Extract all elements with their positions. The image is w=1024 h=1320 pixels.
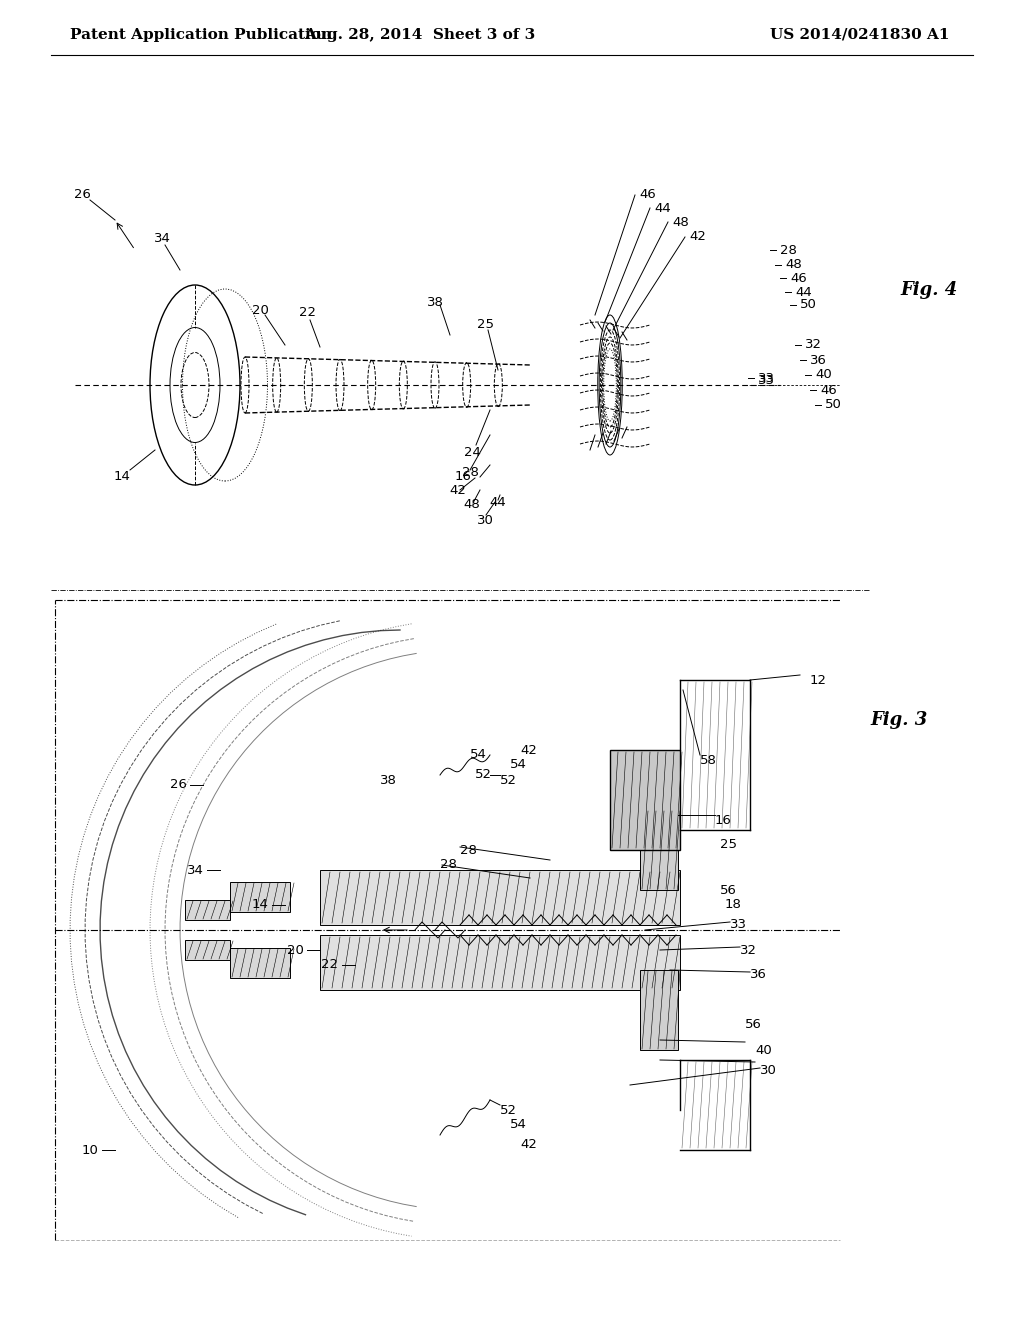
- Text: 33: 33: [730, 919, 746, 932]
- Text: 25: 25: [476, 318, 494, 331]
- Text: 48: 48: [672, 215, 689, 228]
- Text: 33: 33: [758, 374, 775, 387]
- Text: 18: 18: [725, 899, 741, 912]
- Text: 28: 28: [460, 843, 477, 857]
- Text: Aug. 28, 2014  Sheet 3 of 3: Aug. 28, 2014 Sheet 3 of 3: [304, 28, 536, 42]
- Bar: [185, 900, 230, 920]
- Text: 14: 14: [114, 470, 130, 483]
- Text: 56: 56: [720, 883, 737, 896]
- Text: 44: 44: [795, 285, 812, 298]
- Text: 28: 28: [440, 858, 457, 871]
- Text: 34: 34: [186, 863, 204, 876]
- Text: 54: 54: [510, 759, 527, 771]
- Bar: [230, 882, 290, 912]
- Text: 30: 30: [476, 513, 494, 527]
- Text: 36: 36: [810, 354, 826, 367]
- Text: 38: 38: [380, 774, 397, 787]
- Text: 42: 42: [450, 483, 467, 496]
- Text: 46: 46: [820, 384, 837, 396]
- Text: 56: 56: [745, 1019, 762, 1031]
- Text: 40: 40: [755, 1044, 772, 1056]
- Text: 26: 26: [74, 189, 90, 202]
- Bar: [640, 970, 678, 1049]
- Text: 20: 20: [252, 304, 268, 317]
- Text: 58: 58: [700, 754, 717, 767]
- Text: Fig. 3: Fig. 3: [870, 711, 928, 729]
- Text: 20: 20: [287, 944, 303, 957]
- Bar: [640, 810, 678, 890]
- Text: 32: 32: [805, 338, 822, 351]
- Text: 22: 22: [322, 958, 339, 972]
- Text: 50: 50: [800, 298, 817, 312]
- Text: 52: 52: [475, 768, 492, 781]
- Text: 44: 44: [654, 202, 671, 214]
- Text: 24: 24: [464, 446, 480, 459]
- Text: 54: 54: [470, 748, 486, 762]
- Text: 10: 10: [82, 1143, 98, 1156]
- Text: 52: 52: [500, 774, 517, 787]
- Text: 32: 32: [740, 944, 757, 957]
- Bar: [610, 750, 680, 850]
- Text: 26: 26: [170, 779, 186, 792]
- Text: US 2014/0241830 A1: US 2014/0241830 A1: [770, 28, 950, 42]
- Text: 44: 44: [489, 495, 507, 508]
- Text: Patent Application Publication: Patent Application Publication: [70, 28, 332, 42]
- Text: Fig. 4: Fig. 4: [900, 281, 957, 300]
- Text: 36: 36: [750, 969, 767, 982]
- Text: 54: 54: [510, 1118, 527, 1131]
- Text: 52: 52: [500, 1104, 517, 1117]
- Text: 12: 12: [810, 673, 827, 686]
- Text: 48: 48: [785, 259, 802, 272]
- Bar: [319, 870, 680, 925]
- Text: 40: 40: [815, 368, 831, 381]
- Bar: [185, 940, 230, 960]
- Text: 30: 30: [760, 1064, 777, 1077]
- Text: 38: 38: [427, 296, 443, 309]
- Text: 34: 34: [154, 231, 170, 244]
- Text: 50: 50: [825, 399, 842, 412]
- Text: 28: 28: [780, 243, 797, 256]
- Text: 33: 33: [758, 371, 775, 384]
- Text: 48: 48: [464, 499, 480, 511]
- Text: 28: 28: [462, 466, 478, 479]
- Bar: [319, 935, 680, 990]
- Text: 16: 16: [715, 813, 732, 826]
- Text: 22: 22: [299, 305, 316, 318]
- Text: 42: 42: [520, 1138, 537, 1151]
- Text: 46: 46: [790, 272, 807, 285]
- Text: 46: 46: [639, 189, 655, 202]
- Bar: [230, 948, 290, 978]
- Text: 25: 25: [720, 838, 737, 851]
- Text: 16: 16: [455, 470, 471, 483]
- Text: 42: 42: [520, 743, 537, 756]
- Text: 14: 14: [252, 899, 268, 912]
- Text: 42: 42: [689, 231, 706, 243]
